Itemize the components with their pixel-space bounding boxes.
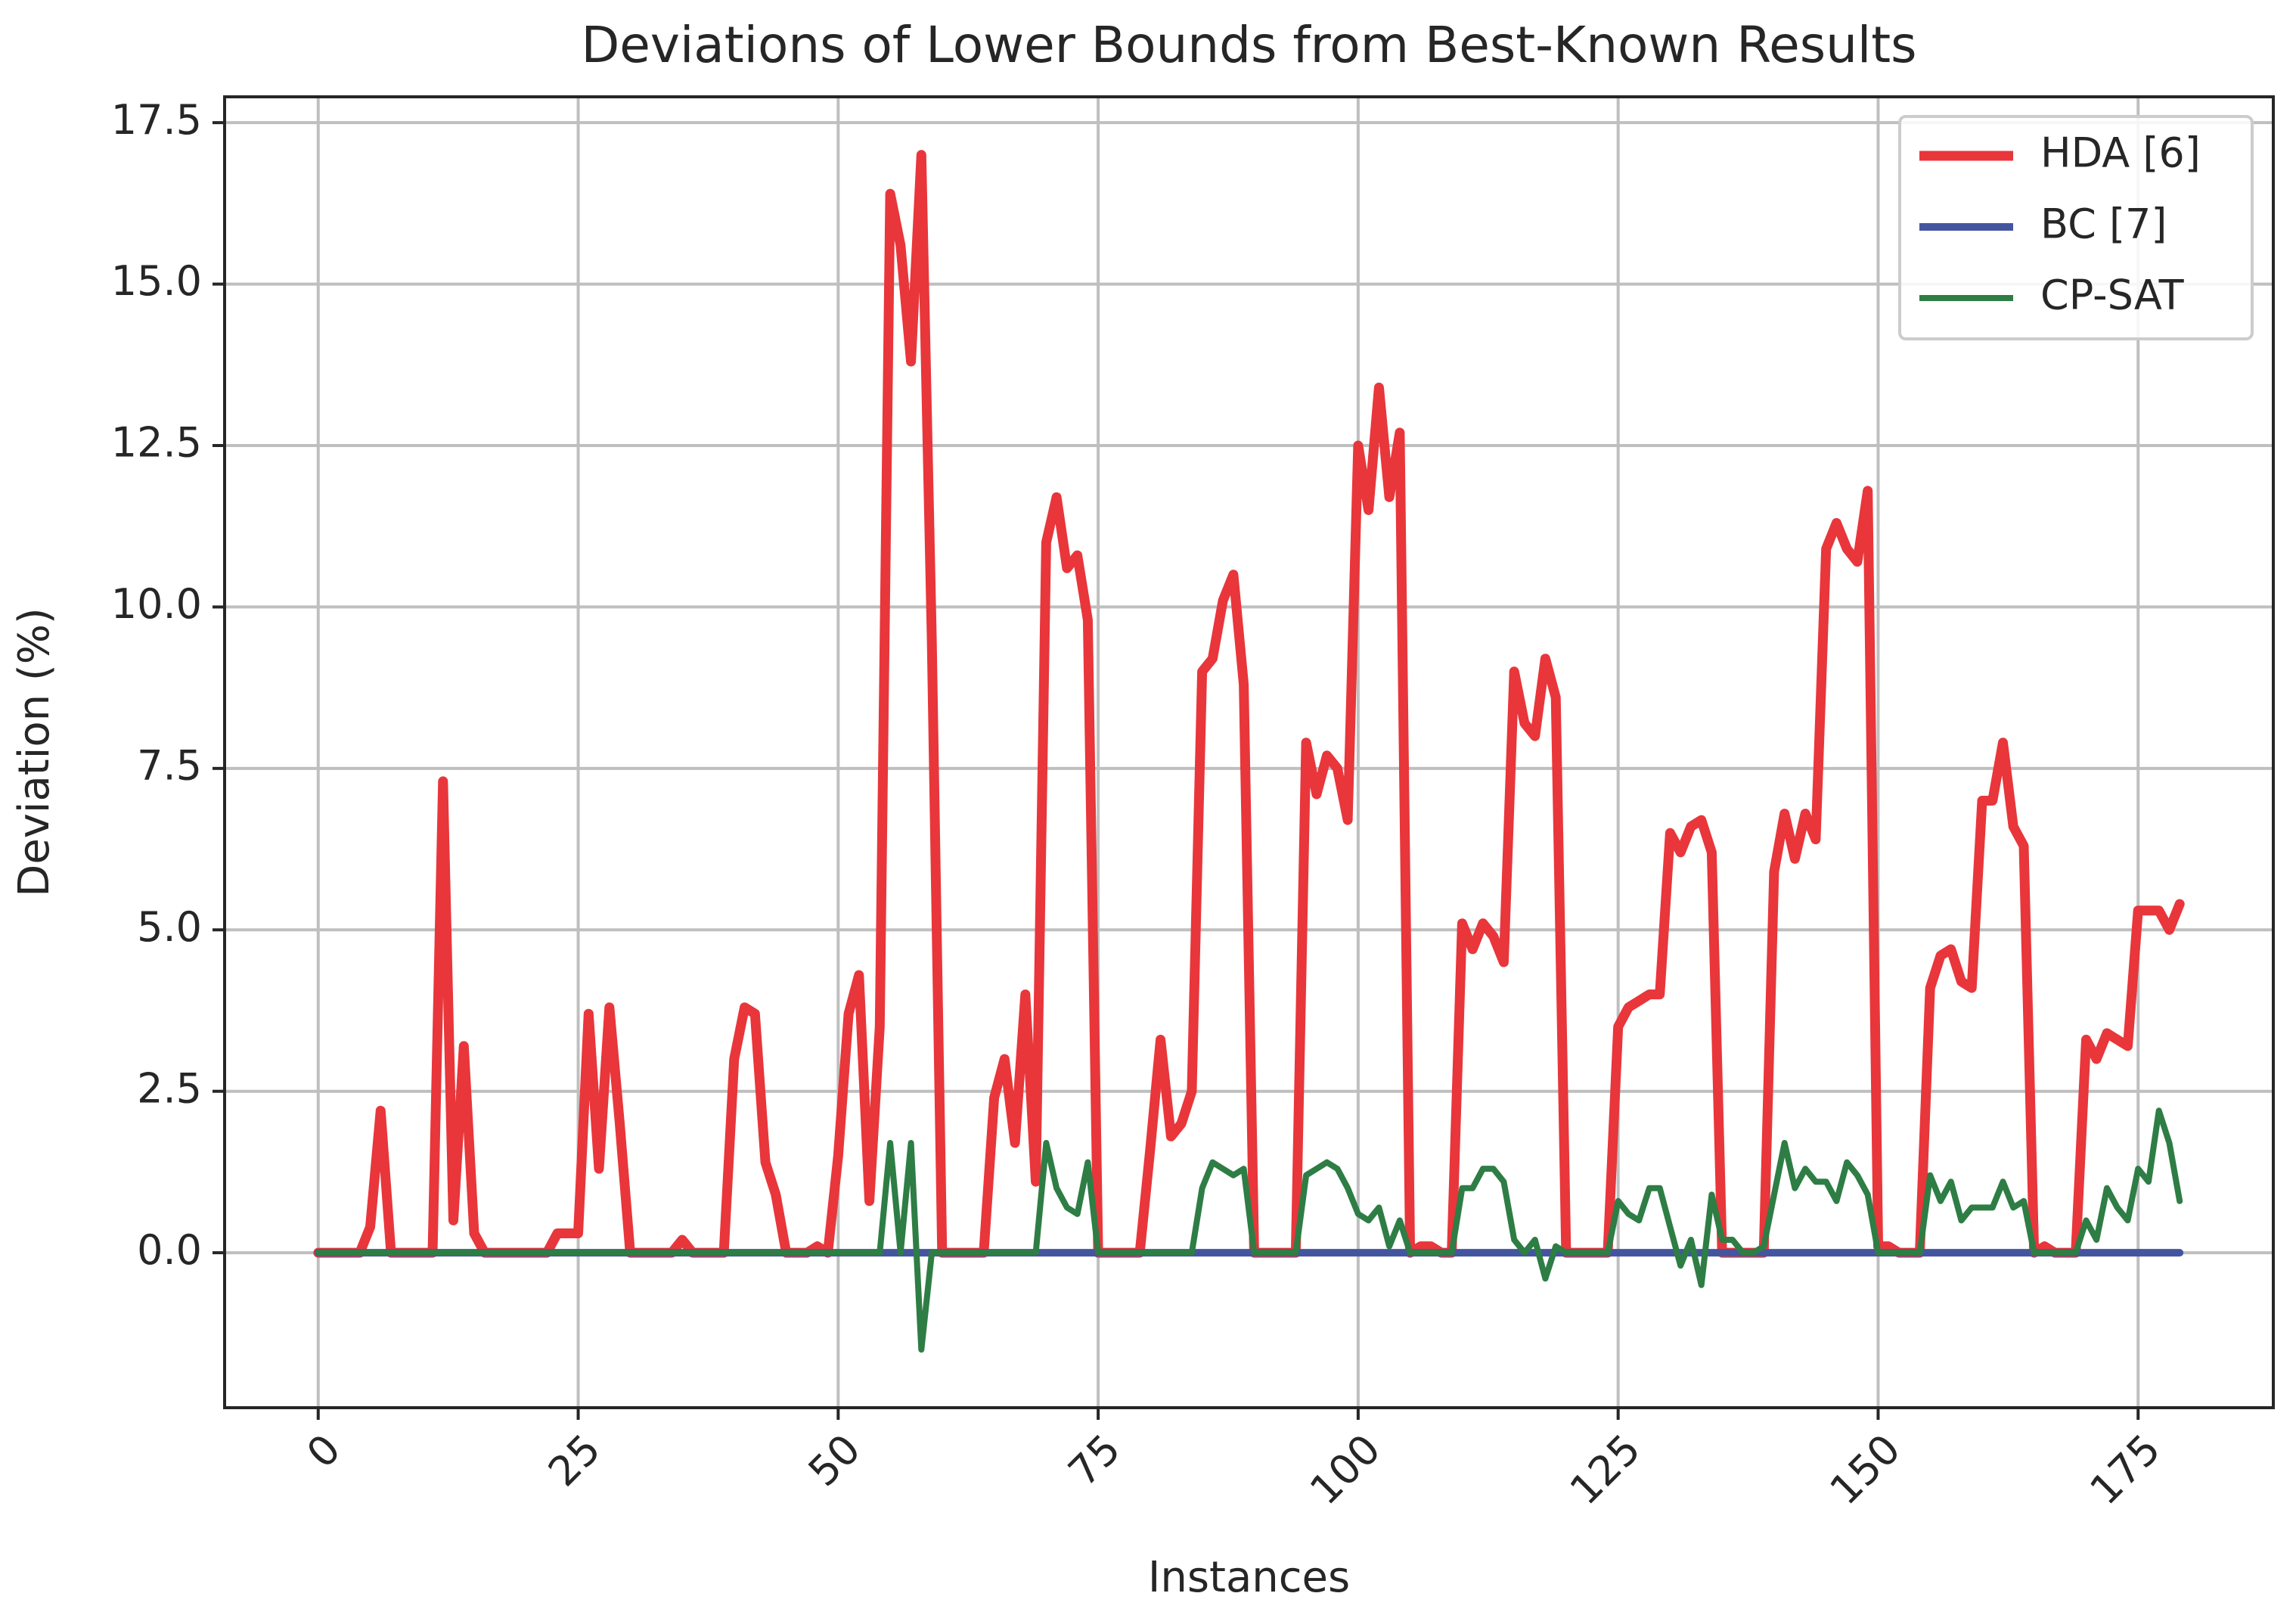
x-tick-label: 0: [297, 1425, 349, 1477]
x-axis-title: Instances: [1148, 1553, 1350, 1602]
legend-box: [1898, 115, 2254, 340]
x-tick-label: 125: [1561, 1425, 1649, 1514]
chart-title: Deviations of Lower Bounds from Best-Kno…: [581, 16, 1916, 74]
series-lines: [313, 150, 2185, 1353]
y-axis-title: Deviation (%): [10, 607, 59, 897]
legend: HDA [6] BC [7] CP-SAT: [1898, 115, 2254, 340]
series-line-cp-sat: [315, 1107, 2183, 1353]
y-tick-label: 5.0: [137, 903, 202, 951]
y-tick-label: 12.5: [111, 419, 202, 467]
y-tick-label: 0.0: [137, 1226, 202, 1274]
y-tick-label: 2.5: [137, 1064, 202, 1112]
x-tick-label: 25: [539, 1425, 610, 1495]
y-tick-label: 7.5: [137, 741, 202, 789]
series-line-hda-6: [313, 150, 2185, 1258]
x-tick-label: 50: [799, 1425, 870, 1495]
y-tick-label: 10.0: [111, 580, 202, 628]
legend-label-cp-sat: CP-SAT: [2040, 272, 2185, 319]
y-tick-label: 17.5: [111, 96, 202, 144]
axis-ticks: 0 25 50 75 100 125 150 175 0.0 2.5 5.0 7.5 10.0 12.5 1…: [111, 96, 2170, 1514]
legend-label-bc-7: BC [7]: [2040, 200, 2167, 248]
y-tick-label: 15.0: [111, 257, 202, 305]
grid: [225, 97, 2273, 1408]
x-tick-label: 175: [2080, 1425, 2169, 1514]
x-tick-label: 150: [1821, 1425, 1910, 1514]
x-tick-label: 75: [1060, 1425, 1130, 1495]
x-tick-label: 100: [1301, 1425, 1389, 1514]
plot-frame: [223, 95, 2275, 1409]
legend-label-hda-6: HDA [6]: [2040, 129, 2201, 177]
